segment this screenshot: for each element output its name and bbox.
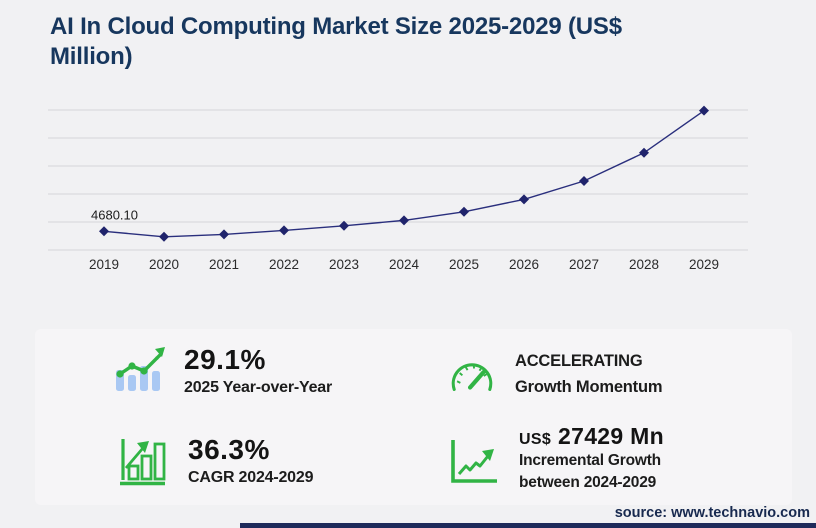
cagr-value: 36.3% [188, 434, 270, 465]
stats-panel: 29.1% 2025 Year-over-Year [35, 329, 792, 505]
momentum-status: ACCELERATING [515, 352, 643, 370]
data-point-2023 [339, 220, 349, 231]
speedometer-gauge-icon [447, 353, 497, 404]
market-size-chart-svg: 2019 2020 2021 2022 2023 2024 2025 2026 2027 2028… [48, 105, 748, 272]
data-point-2021 [219, 229, 229, 240]
incremental-label-line2: between 2024-2029 [519, 474, 657, 492]
incremental-currency-prefix: US$ [519, 431, 552, 448]
page-title: AI In Cloud Computing Market Size 2025-2… [50, 12, 760, 73]
momentum-label: Growth Momentum [515, 377, 663, 396]
data-point-2026 [519, 194, 529, 205]
x-axis-label-2021: 2021 [209, 257, 239, 272]
bar-and-line-growth-icon [113, 345, 167, 400]
yoy-growth-value: 29.1% [184, 344, 266, 375]
data-point-2028 [639, 147, 649, 158]
stat-yoy-growth: 29.1% 2025 Year-over-Year [113, 344, 333, 400]
data-point-2020 [159, 231, 169, 242]
data-point-2025 [459, 206, 469, 217]
x-axis-label-2027: 2027 [569, 257, 599, 272]
x-axis-label-2023: 2023 [329, 257, 359, 272]
stat-incremental-growth: US$ 27429 Mn Incremental Growth between … [447, 423, 664, 495]
x-axis-label-2028: 2028 [629, 257, 659, 272]
data-point-2029 [699, 105, 709, 116]
bottom-accent-bar [240, 523, 816, 528]
market-size-chart: 2019 2020 2021 2022 2023 2024 2025 2026 2027 2028… [48, 105, 748, 272]
yoy-growth-label: 2025 Year-over-Year [184, 378, 333, 396]
page-title-line2: Million) [50, 43, 133, 71]
zigzag-trend-arrow-icon [447, 435, 501, 492]
incremental-value: 27429 Mn [558, 423, 664, 449]
x-axis-label-2025: 2025 [449, 257, 479, 272]
x-axis-label-2019: 2019 [89, 257, 119, 272]
outlined-bar-chart-arrow-icon [117, 435, 171, 492]
page-title-line1: AI In Cloud Computing Market Size 2025-2… [50, 13, 622, 40]
x-axis-label-2022: 2022 [269, 257, 299, 272]
x-axis-label-2020: 2020 [149, 257, 179, 272]
data-point-2027 [579, 176, 589, 186]
stat-growth-momentum: ACCELERATING Growth Momentum [447, 349, 663, 404]
x-axis-label-2026: 2026 [509, 257, 539, 272]
incremental-label-line1: Incremental Growth [519, 452, 661, 469]
x-axis-label-2024: 2024 [389, 257, 420, 272]
source-credit: source: www.technavio.com [614, 505, 810, 521]
x-axis-label-2029: 2029 [689, 257, 719, 272]
data-point-2019 [99, 226, 109, 237]
cagr-label: CAGR 2024-2029 [188, 468, 314, 486]
stat-cagr: 36.3% CAGR 2024-2029 [117, 434, 314, 492]
data-label-2019: 4680.10 [91, 207, 138, 222]
data-point-2022 [279, 225, 289, 236]
data-point-2024 [399, 215, 409, 226]
